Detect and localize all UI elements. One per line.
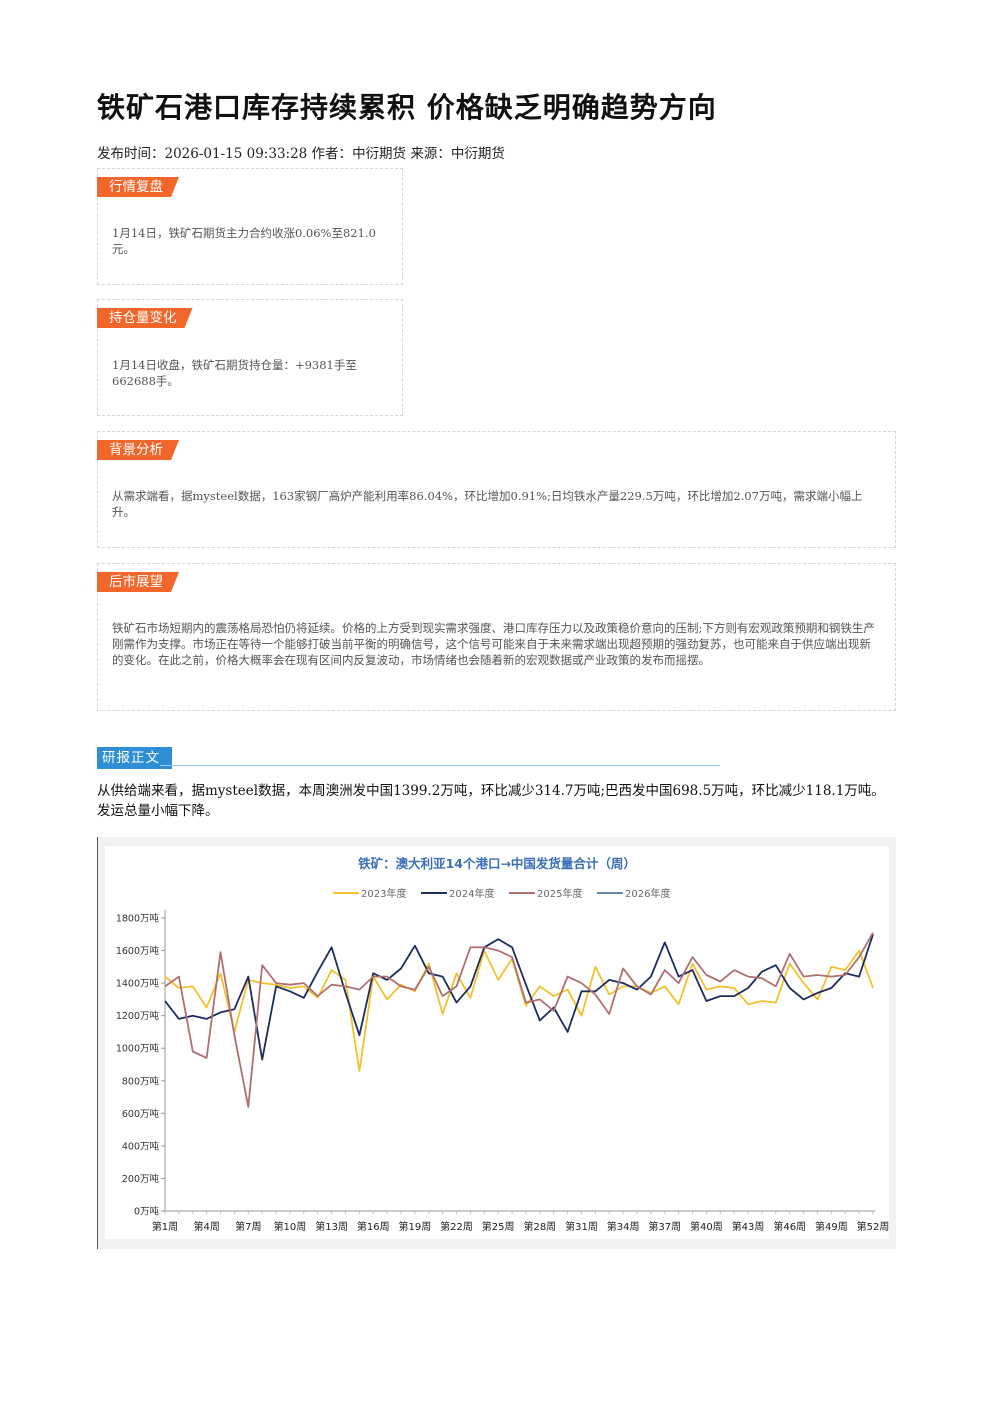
section-background: 背景分析 从需求端看，据mysteel数据，163家钢厂高炉产能利用率86.04… [97,431,896,548]
y-tick-label: 600万吨 [122,1108,160,1120]
y-tick-label: 200万吨 [122,1173,160,1185]
author-name: 中衍期货 [352,146,407,162]
series-line [164,934,874,1061]
source-name: 中衍期货 [450,146,505,162]
chart-series [164,932,874,1108]
x-tick-label: 第43周 [732,1220,765,1233]
y-tick-label: 800万吨 [122,1075,160,1087]
x-tick-label: 第40周 [690,1220,723,1233]
section-text: 1月14日，铁矿石期货主力合约收涨0.06%至821.0元。 [112,226,376,256]
chart-axes [164,910,875,1212]
y-axis-ticks: 0万吨 200万吨 400万吨 600万吨 800万吨 1000万吨 1200万吨 1400万… [116,913,165,1218]
x-tick-label: 第1周 [152,1220,178,1233]
x-tick-label: 第31周 [565,1220,598,1233]
shipment-line-chart: 铁矿：澳大利亚14个港口→中国发货量合计（周） 2023年度 2024年度 2025… [116,856,890,1233]
x-tick-label: 第4周 [193,1220,219,1233]
report-tag: 研报正文 [97,747,172,769]
legend-label: 2025年度 [537,887,582,900]
legend-label: 2026年度 [625,887,670,900]
y-tick-label: 1200万吨 [116,1010,160,1022]
x-tick-label: 第25周 [482,1220,515,1233]
y-tick-label: 1800万吨 [116,913,160,925]
chart-frame: 铁矿：澳大利亚14个港口→中国发货量合计（周） 2023年度 2024年度 2025… [97,837,896,1249]
chart-legend: 2023年度 2024年度 2025年度 2026年度 [333,887,670,900]
section-tag: 行情复盘 [97,177,179,197]
legend-label: 2023年度 [361,887,406,900]
author-label: 作者： [307,146,353,162]
x-tick-label: 第46周 [773,1220,806,1233]
section-text: 1月14日收盘，铁矿石期货持仓量：+9381手至662688手。 [112,358,357,388]
article-title: 铁矿石港口库存持续累积 价格缺乏明确趋势方向 [97,91,717,124]
legend-label: 2024年度 [449,887,494,900]
x-tick-label: 第49周 [815,1220,848,1233]
x-tick-label: 第52周 [857,1220,889,1233]
x-tick-label: 第28周 [523,1220,556,1233]
section-text: 铁矿石市场短期内的震荡格局恐怕仍将延续。价格的上方受到现实需求强度、港口库存压力… [112,621,875,667]
section-outlook: 后市展望 铁矿石市场短期内的震荡格局恐怕仍将延续。价格的上方受到现实需求强度、港… [97,563,896,711]
x-tick-label: 第22周 [440,1220,473,1233]
x-tick-label: 第16周 [357,1220,390,1233]
y-tick-label: 0万吨 [134,1206,160,1218]
section-position-change: 持仓量变化 1月14日收盘，铁矿石期货持仓量：+9381手至662688手。 [97,299,403,416]
series-line [164,932,874,1108]
y-tick-label: 1000万吨 [116,1043,160,1055]
y-tick-label: 1400万吨 [116,978,160,990]
x-tick-label: 第19周 [399,1220,432,1233]
x-tick-label: 第7周 [235,1220,261,1233]
x-tick-label: 第13周 [315,1220,348,1233]
y-tick-label: 1600万吨 [116,945,160,957]
x-axis-ticks: 第1周 第4周 第7周 第10周 第13周 第16周 第19周 第22周 第25周 第28周 第31… [152,1211,889,1233]
source-label: 来源： [406,146,451,162]
section-tag: 持仓量变化 [97,308,193,328]
x-tick-label: 第10周 [274,1220,307,1233]
section-tag: 背景分析 [97,440,179,460]
chart-title: 铁矿：澳大利亚14个港口→中国发货量合计（周） [358,856,636,871]
section-market-review: 行情复盘 1月14日，铁矿石期货主力合约收涨0.06%至821.0元。 [97,168,403,285]
section-text: 从需求端看，据mysteel数据，163家钢厂高炉产能利用率86.04%，环比增… [112,489,863,519]
section-tag: 后市展望 [97,572,179,592]
y-tick-label: 400万吨 [122,1140,160,1152]
report-paragraph: 从供给端来看，据mysteel数据，本周澳洲发中国1399.2万吨，环比减少31… [97,783,885,819]
x-tick-label: 第34周 [607,1220,640,1233]
chart-panel: 铁矿：澳大利亚14个港口→中国发货量合计（周） 2023年度 2024年度 2025… [105,846,889,1239]
article-meta: 发布时间：2026-01-15 09:33:28 作者：中衍期货 来源：中衍期货 [97,142,505,162]
x-tick-label: 第37周 [648,1220,681,1233]
publish-label: 发布时间： [97,146,165,162]
publish-time: 2026-01-15 09:33:28 [164,146,308,162]
report-divider [160,765,720,766]
